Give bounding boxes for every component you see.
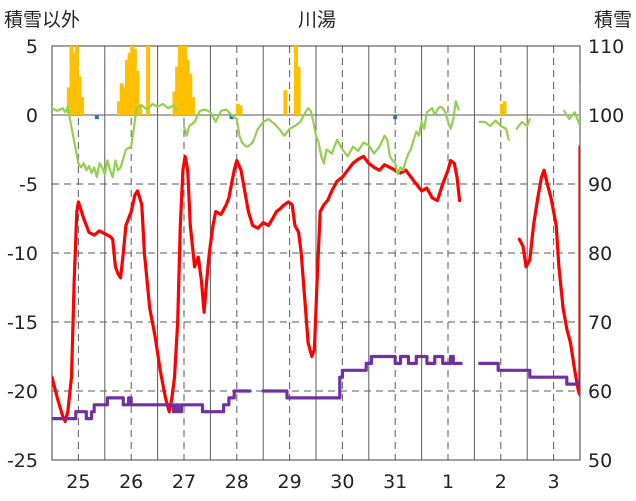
left-tick-label: -20 [7, 381, 38, 403]
precipitation-bar [180, 46, 185, 115]
precipitation-bar [132, 48, 137, 116]
right-tick-label: 80 [588, 243, 612, 265]
right-tick-label: 50 [588, 450, 612, 472]
precipitation-bar [138, 103, 143, 115]
precipitation-bar [172, 91, 177, 115]
right-tick-label: 60 [588, 381, 612, 403]
precipitation-bar [175, 66, 180, 115]
date-tick-label: 1 [442, 471, 454, 493]
plot-series-group [52, 46, 580, 423]
sunshine-bar [229, 115, 234, 120]
precipitation-bar [74, 46, 79, 115]
left-tick-label: -10 [7, 243, 38, 265]
precipitation-bar [124, 59, 129, 115]
date-tick-label: 27 [172, 471, 196, 493]
right-tick-label: 70 [588, 312, 612, 334]
precipitation-bar [135, 70, 140, 115]
date-tick-label: 30 [330, 471, 354, 493]
left-axis-label: 積雪以外 [4, 9, 80, 31]
left-tick-label: -15 [7, 312, 38, 334]
precipitation-bar [69, 46, 74, 115]
temperature-line [517, 145, 580, 397]
precipitation-bar [235, 103, 240, 115]
left-tick-label: 0 [26, 105, 38, 127]
precipitation-bar [127, 52, 132, 115]
chart-title: 川湯 [298, 9, 336, 31]
plot-area [51, 45, 581, 461]
precipitation-bar [293, 46, 298, 115]
right-axis-label: 積雪 [594, 9, 632, 31]
left-y-axis: 5 0 -5 -10 -15 -20 -25 [7, 36, 38, 472]
precipitation-bar [185, 59, 190, 115]
right-tick-label: 90 [588, 174, 612, 196]
left-tick-label: 5 [26, 36, 38, 58]
precipitation-bar [502, 101, 507, 115]
precipitation-bar [177, 46, 182, 115]
precipitation-bar [77, 76, 82, 115]
humidity_like-line [478, 119, 510, 141]
precipitation-bar [80, 97, 85, 115]
precipitation-bar [119, 83, 124, 115]
humidity_like-line [563, 86, 580, 128]
right-tick-label: 100 [588, 105, 624, 127]
precipitation-bar [188, 73, 193, 115]
precipitation-bar [238, 105, 243, 115]
precipitation-bar [122, 87, 127, 115]
date-tick-label: 2 [495, 471, 507, 493]
date-tick-label: 3 [548, 471, 560, 493]
snow_depth-line [478, 361, 580, 386]
precipitation-bar [499, 103, 504, 115]
precipitation-bar [130, 46, 135, 115]
snow_depth-line [52, 389, 252, 421]
precipitation-bar [72, 52, 77, 115]
snow_depth-line [261, 354, 463, 400]
precipitation-bar [296, 66, 301, 115]
humidity_like-line [182, 100, 460, 176]
precipitation-bar [283, 90, 288, 115]
precipitation-bar [146, 46, 151, 115]
date-tick-label: 26 [119, 471, 143, 493]
date-tick-label: 28 [225, 471, 249, 493]
precipitation-bar [190, 97, 195, 115]
date-tick-label: 29 [278, 471, 302, 493]
date-tick-label: 31 [383, 471, 407, 493]
precipitation-bar [66, 87, 71, 115]
x-axis: 25 26 27 28 29 30 31 1 2 3 [66, 471, 559, 493]
temperature-line [52, 154, 462, 423]
humidity_like-line [52, 102, 178, 179]
left-tick-label: -25 [7, 450, 38, 472]
precipitation-bar [183, 46, 188, 115]
precipitation-bar [117, 101, 122, 115]
sunshine-bar [393, 115, 398, 120]
date-tick-label: 25 [66, 471, 90, 493]
right-y-axis: 110 100 90 80 70 60 50 [588, 36, 624, 472]
humidity_like-line [515, 118, 531, 130]
sunshine-bar [94, 115, 99, 120]
left-tick-label: -5 [19, 174, 38, 196]
right-tick-label: 110 [588, 36, 624, 58]
